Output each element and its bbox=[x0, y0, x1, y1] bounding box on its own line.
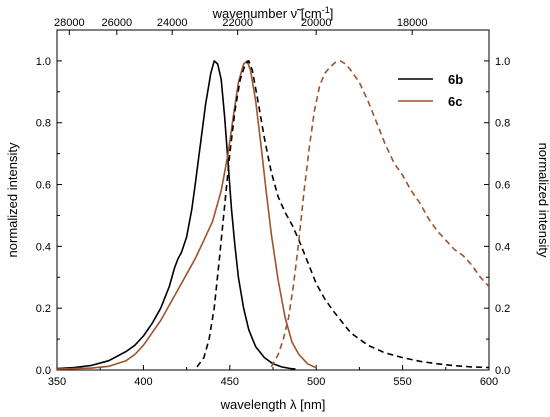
legend: 6b 6c bbox=[398, 72, 463, 109]
series-line-dashed-3 bbox=[270, 60, 490, 368]
x2-tick-label: 20000 bbox=[301, 17, 332, 29]
y-tick-label: 0.6 bbox=[36, 180, 51, 192]
y-tick-label: 1.0 bbox=[36, 56, 51, 68]
y-axis-title: normalized intensity bbox=[5, 142, 20, 257]
y2-tick-label: 0.2 bbox=[495, 303, 510, 315]
y-tick-label: 0.0 bbox=[36, 365, 51, 377]
y2-axis-title: normalized intensity bbox=[536, 143, 550, 258]
y-tick-label: 0.4 bbox=[36, 241, 51, 253]
y-tick-label: 0.8 bbox=[36, 118, 51, 130]
x-tick-label: 600 bbox=[480, 376, 498, 388]
series-layer bbox=[56, 60, 490, 370]
x2-axis-title-end: ] bbox=[330, 6, 334, 21]
y2-tick-label: 0.0 bbox=[495, 365, 510, 377]
y2-tick-label: 1.0 bbox=[495, 56, 510, 68]
y2-tick-label: 0.6 bbox=[495, 180, 510, 192]
x2-axis-title-exponent: -1 bbox=[322, 5, 330, 15]
series-line-dashed-2 bbox=[196, 60, 490, 369]
x-tick-label: 500 bbox=[307, 376, 325, 388]
x2-axis-title-unit: [cm bbox=[297, 6, 322, 21]
y2-tick-label: 0.4 bbox=[495, 241, 510, 253]
x-tick-label: 400 bbox=[134, 376, 152, 388]
x-tick-label: 550 bbox=[393, 376, 411, 388]
x2-tick-label: 22000 bbox=[222, 17, 253, 29]
legend-label-6b: 6b bbox=[448, 72, 463, 87]
x2-tick-label: 26000 bbox=[102, 17, 133, 29]
x2-axis-title: wavenumber ν̃ [cm-1] bbox=[212, 5, 334, 21]
x2-axis-title-prefix: wavenumber bbox=[212, 6, 291, 21]
y2-tick-label: 0.8 bbox=[495, 118, 510, 130]
plot-frame bbox=[56, 29, 490, 371]
x-axis: 350 400 450 500 550 600 bbox=[48, 365, 498, 388]
x2-axis-title-symbol: ν bbox=[291, 6, 303, 21]
y2-axis: 0.0 0.2 0.4 0.6 0.8 1.0 bbox=[484, 29, 510, 377]
series-line-solid-0 bbox=[56, 60, 296, 370]
x2-tick-label: 28000 bbox=[54, 17, 85, 29]
x2-axis: 28000 26000 24000 22000 20000 18000 bbox=[54, 17, 427, 35]
series-line-solid-1 bbox=[56, 60, 317, 370]
x-tick-label: 450 bbox=[221, 376, 239, 388]
x-axis-title: wavelength λ [nm] bbox=[220, 397, 326, 412]
x2-tick-label: 24000 bbox=[157, 17, 188, 29]
x-tick-label: 350 bbox=[48, 376, 66, 388]
x2-tick-label: 18000 bbox=[397, 17, 428, 29]
y-axis: 0.0 0.2 0.4 0.6 0.8 1.0 bbox=[36, 29, 62, 377]
y-tick-label: 0.2 bbox=[36, 303, 51, 315]
legend-label-6c: 6c bbox=[448, 94, 462, 109]
